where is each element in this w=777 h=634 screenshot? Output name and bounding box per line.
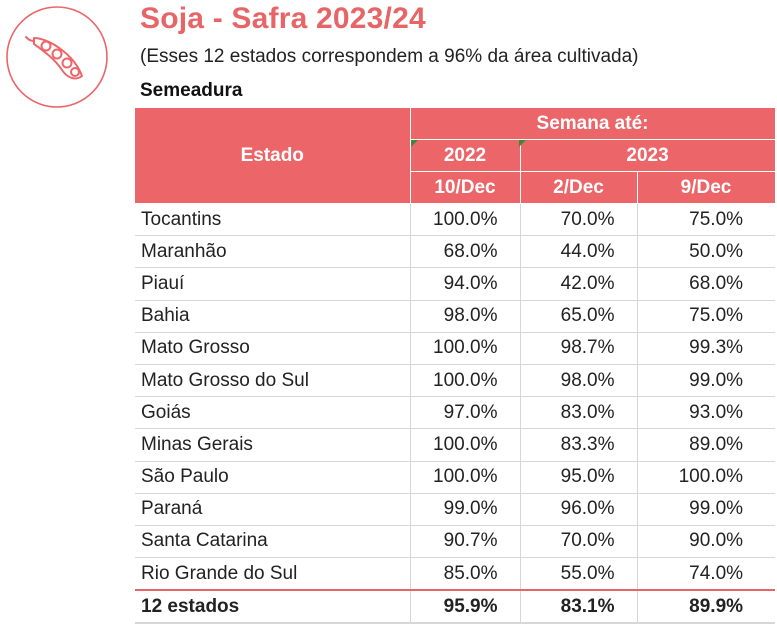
page-title: Soja - Safra 2023/24 xyxy=(140,2,426,35)
value-cell: 100.0% xyxy=(410,203,521,237)
value-cell: 55.0% xyxy=(520,557,638,591)
value-cell: 99.0% xyxy=(637,364,776,398)
value-cell: 100.0% xyxy=(410,364,521,398)
column-header-estado: Estado xyxy=(135,107,411,204)
value-cell: 75.0% xyxy=(637,203,776,237)
total-value: 95.9% xyxy=(410,589,521,625)
table-row: Tocantins 100.0% 70.0% 75.0% xyxy=(135,203,776,237)
state-name: São Paulo xyxy=(135,461,411,494)
value-cell: 95.0% xyxy=(520,461,638,494)
value-cell: 98.0% xyxy=(520,364,638,398)
table-row: Mato Grosso do Sul 100.0% 98.0% 99.0% xyxy=(135,364,776,398)
cell-comment-marker xyxy=(411,140,418,147)
total-row: 12 estados 95.9% 83.1% 89.9% xyxy=(135,589,776,625)
value-cell: 70.0% xyxy=(520,525,638,559)
table-row: Minas Gerais 100.0% 83.3% 89.0% xyxy=(135,428,776,462)
value-cell: 93.0% xyxy=(637,396,776,430)
state-name: Paraná xyxy=(135,493,411,526)
planting-table: Estado Semana até: 2022 2023 10/Dec 2/De… xyxy=(135,107,776,625)
page-subtitle: (Esses 12 estados correspondem a 96% da … xyxy=(140,46,639,67)
value-cell: 97.0% xyxy=(410,396,521,430)
value-cell: 96.0% xyxy=(520,493,638,526)
value-cell: 99.0% xyxy=(410,493,521,526)
column-header-year-2022: 2022 xyxy=(409,139,521,172)
column-header-semana: Semana até: xyxy=(409,107,776,140)
value-cell: 99.3% xyxy=(637,332,776,365)
value-cell: 68.0% xyxy=(410,235,521,269)
state-name: Piauí xyxy=(135,267,411,301)
column-header-year-2023: 2023 xyxy=(519,139,776,172)
state-name: Maranhão xyxy=(135,235,411,269)
total-value: 83.1% xyxy=(520,589,638,625)
value-cell: 100.0% xyxy=(410,428,521,462)
state-name: Rio Grande do Sul xyxy=(135,557,411,591)
value-cell: 90.7% xyxy=(410,525,521,559)
value-cell: 44.0% xyxy=(520,235,638,269)
value-cell: 89.0% xyxy=(637,428,776,462)
value-cell: 94.0% xyxy=(410,267,521,301)
state-name: Minas Gerais xyxy=(135,428,411,462)
table-row: Santa Catarina 90.7% 70.0% 90.0% xyxy=(135,525,776,559)
column-header-week-1: 10/Dec xyxy=(409,171,521,204)
value-cell: 68.0% xyxy=(637,267,776,301)
value-cell: 70.0% xyxy=(520,203,638,237)
value-cell: 83.3% xyxy=(520,428,638,462)
table-row: Bahia 98.0% 65.0% 75.0% xyxy=(135,300,776,333)
state-name: Bahia xyxy=(135,300,411,333)
table-row: São Paulo 100.0% 95.0% 100.0% xyxy=(135,461,776,494)
soybean-logo xyxy=(4,4,110,110)
value-cell: 65.0% xyxy=(520,300,638,333)
state-name: Tocantins xyxy=(135,203,411,237)
value-cell: 83.0% xyxy=(520,396,638,430)
state-name: Mato Grosso do Sul xyxy=(135,364,411,398)
value-cell: 85.0% xyxy=(410,557,521,591)
state-name: Goiás xyxy=(135,396,411,430)
value-cell: 99.0% xyxy=(637,493,776,526)
value-cell: 100.0% xyxy=(410,461,521,494)
table-row: Maranhão 68.0% 44.0% 50.0% xyxy=(135,235,776,269)
value-cell: 100.0% xyxy=(410,332,521,365)
table-row: Mato Grosso 100.0% 98.7% 99.3% xyxy=(135,332,776,365)
value-cell: 42.0% xyxy=(520,267,638,301)
value-cell: 98.7% xyxy=(520,332,638,365)
value-cell: 100.0% xyxy=(637,461,776,494)
total-value: 89.9% xyxy=(637,589,776,625)
state-name: Santa Catarina xyxy=(135,525,411,559)
table-row: Piauí 94.0% 42.0% 68.0% xyxy=(135,267,776,301)
table-row: Goiás 97.0% 83.0% 93.0% xyxy=(135,396,776,430)
soybean-pod-icon xyxy=(6,6,108,108)
table-row: Paraná 99.0% 96.0% 99.0% xyxy=(135,493,776,526)
column-header-week-3: 9/Dec xyxy=(636,171,776,204)
value-cell: 74.0% xyxy=(637,557,776,591)
cell-comment-marker xyxy=(519,140,526,147)
table-row: Rio Grande do Sul 85.0% 55.0% 74.0% xyxy=(135,557,776,591)
section-title: Semeadura xyxy=(140,80,243,101)
value-cell: 50.0% xyxy=(637,235,776,269)
value-cell: 90.0% xyxy=(637,525,776,559)
value-cell: 98.0% xyxy=(410,300,521,333)
state-name: Mato Grosso xyxy=(135,332,411,365)
column-header-week-2: 2/Dec xyxy=(519,171,638,204)
total-label: 12 estados xyxy=(135,589,411,625)
value-cell: 75.0% xyxy=(637,300,776,333)
